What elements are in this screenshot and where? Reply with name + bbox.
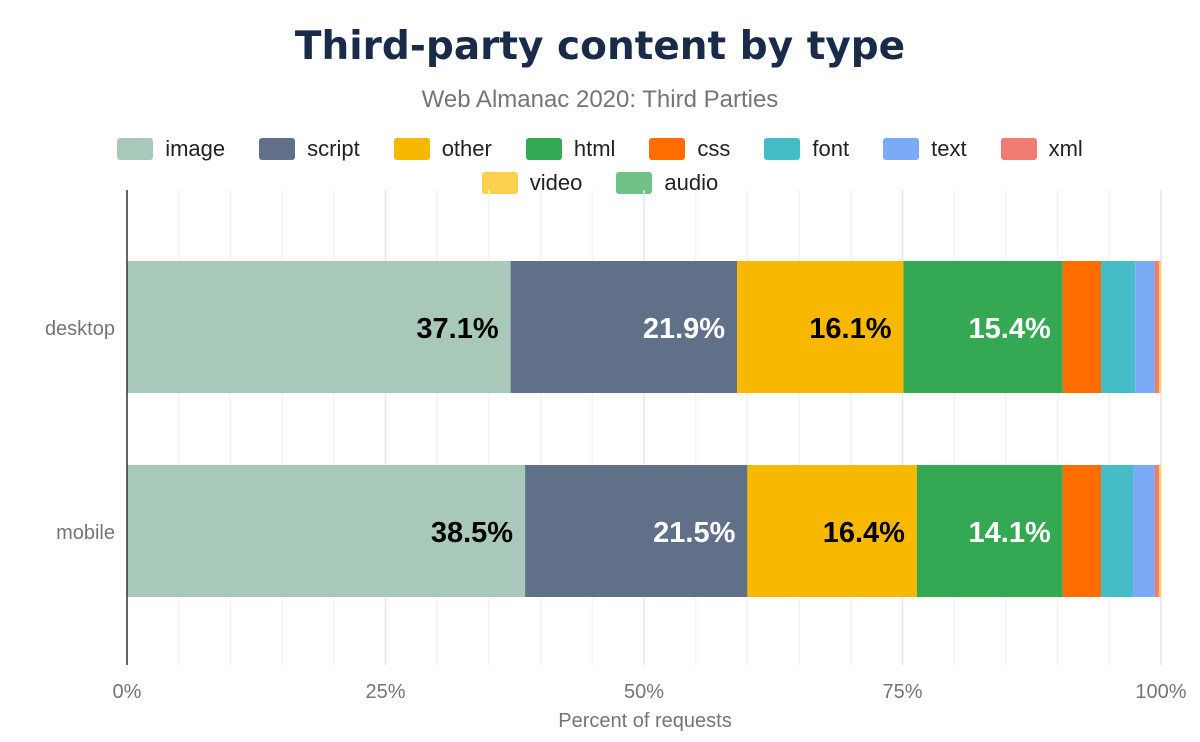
x-axis-label: Percent of requests xyxy=(558,710,731,732)
data-label: 16.1% xyxy=(809,313,891,345)
bar-segment-css-desktop xyxy=(1062,261,1102,393)
bar-segment-xml-mobile xyxy=(1154,465,1159,597)
legend-item-font[interactable]: font xyxy=(764,136,849,162)
bar-segment-font-desktop xyxy=(1101,261,1136,393)
legend-swatch xyxy=(259,138,296,160)
legend-item-other[interactable]: other xyxy=(393,136,492,162)
legend-label: css xyxy=(697,136,731,161)
data-label: 37.1% xyxy=(416,313,498,345)
legend-swatch xyxy=(649,138,686,160)
data-label: 38.5% xyxy=(431,517,513,549)
data-label: 21.9% xyxy=(643,313,725,345)
chart-title: Third-party content by type xyxy=(294,24,906,69)
legend-item-html[interactable]: html xyxy=(525,136,616,162)
legend-item-video[interactable]: video xyxy=(481,170,583,196)
bar-segment-video-desktop xyxy=(1158,261,1161,393)
legend-swatch xyxy=(117,138,154,160)
legend-label: video xyxy=(529,170,583,195)
legend-swatch xyxy=(883,138,920,160)
chart-subtitle: Web Almanac 2020: Third Parties xyxy=(421,86,779,113)
bar-segment-script-mobile xyxy=(525,465,748,597)
bar-segment-other-desktop xyxy=(737,261,904,393)
legend-label: audio xyxy=(664,170,719,195)
legend-label: text xyxy=(931,136,967,161)
bar-segment-image-mobile xyxy=(127,465,526,597)
legend-swatch xyxy=(1000,138,1037,160)
legend-label: other xyxy=(441,136,492,161)
x-tick-label: 75% xyxy=(882,681,922,703)
bar-segment-video-mobile xyxy=(1158,465,1161,597)
legend-item-script[interactable]: script xyxy=(259,136,360,162)
bar-segment-xml-desktop xyxy=(1154,261,1159,393)
data-label: 15.4% xyxy=(969,313,1051,345)
legend-label: image xyxy=(165,136,226,161)
x-tick-label: 100% xyxy=(1135,681,1186,703)
legend: image script other html css font text xml video a… xyxy=(60,136,1140,196)
legend-label: font xyxy=(812,136,850,161)
legend-item-xml[interactable]: xml xyxy=(1000,136,1083,162)
legend-swatch xyxy=(764,138,801,160)
bar-segment-image-desktop xyxy=(127,261,511,393)
bar-segment-script-desktop xyxy=(510,261,738,393)
bar-segment-other-mobile xyxy=(747,465,917,597)
data-label: 21.5% xyxy=(653,517,735,549)
legend-item-text[interactable]: text xyxy=(883,136,967,162)
bar-segment-html-desktop xyxy=(903,261,1063,393)
legend-item-css[interactable]: css xyxy=(649,136,730,162)
legend-label: xml xyxy=(1048,136,1083,161)
bar-segment-css-mobile xyxy=(1062,465,1102,597)
legend-item-image[interactable]: image xyxy=(117,136,225,162)
bar-segment-html-mobile xyxy=(916,465,1063,597)
y-category-label: mobile xyxy=(56,522,115,544)
legend-swatch xyxy=(616,172,653,194)
data-label: 16.4% xyxy=(823,517,905,549)
x-tick-label: 50% xyxy=(624,681,664,703)
x-tick-label: 0% xyxy=(113,681,142,703)
legend-swatch xyxy=(525,138,562,160)
bar-segment-text-desktop xyxy=(1135,261,1155,393)
legend-swatch xyxy=(481,172,518,194)
data-label: 14.1% xyxy=(969,517,1051,549)
x-tick-label: 25% xyxy=(365,681,405,703)
y-category-label: desktop xyxy=(45,318,115,340)
bar-segment-font-mobile xyxy=(1101,465,1134,597)
legend-label: html xyxy=(573,136,616,161)
bar-segment-text-mobile xyxy=(1133,465,1155,597)
legend-item-audio[interactable]: audio xyxy=(616,170,718,196)
legend-swatch xyxy=(393,138,430,160)
legend-label: script xyxy=(307,136,360,161)
